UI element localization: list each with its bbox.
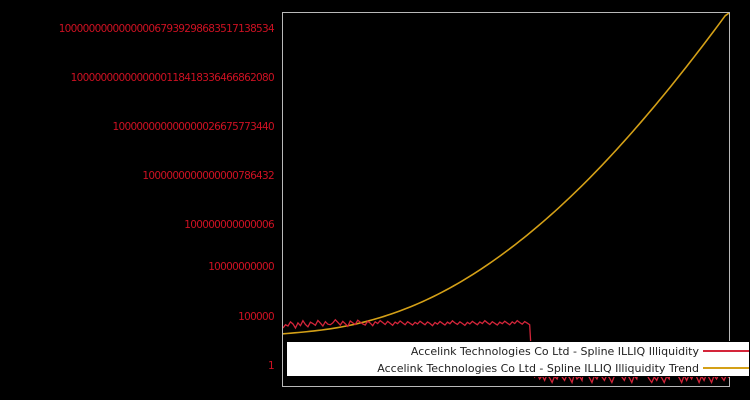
legend-label: Accelink Technologies Co Ltd - Spline IL… (377, 361, 699, 375)
y-tick-label: 100000000000000067939298683517138534 (58, 22, 275, 35)
y-tick-label: 10000000000 (208, 260, 274, 273)
chart-legend: Accelink Technologies Co Ltd - Spline IL… (286, 341, 750, 377)
plot-area (282, 12, 730, 387)
legend-entry: Accelink Technologies Co Ltd - Spline IL… (287, 342, 749, 360)
legend-entry: Accelink Technologies Co Ltd - Spline IL… (287, 359, 749, 376)
y-tick-label: 100000000000006 (184, 218, 274, 231)
legend-color-swatch (703, 367, 749, 369)
y-tick-label: 1000000000000000786432 (142, 169, 274, 182)
legend-color-swatch (703, 350, 749, 352)
y-tick-label: 1000000000000000118418336466862080 (70, 71, 275, 84)
y-axis-tick-labels: 100000000000000067939298683517138534 100… (0, 0, 278, 400)
series-line-illiquidity (283, 318, 729, 385)
chart-canvas (283, 13, 729, 385)
legend-label: Accelink Technologies Co Ltd - Spline IL… (410, 344, 699, 358)
y-tick-label: 1 (268, 359, 275, 372)
y-tick-label: 100000 (238, 310, 275, 323)
series-line-trend (283, 13, 729, 335)
y-tick-label: 100000000000000026675773440 (112, 120, 275, 133)
